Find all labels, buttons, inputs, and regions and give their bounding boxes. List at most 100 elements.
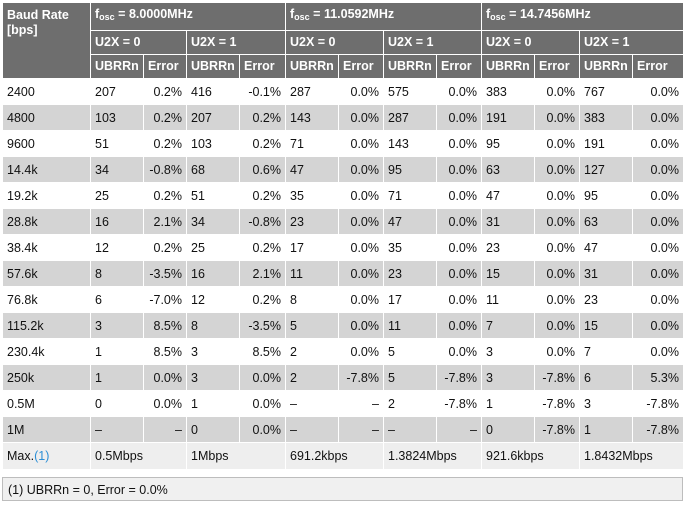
- error-cell: 0.0%: [534, 312, 580, 339]
- error-cell: 2.1%: [143, 208, 187, 235]
- error-cell: -7.8%: [338, 364, 384, 391]
- freq-header-2: fosc = 11.0592MHz: [285, 2, 482, 31]
- error-cell: -7.8%: [632, 416, 684, 443]
- error-cell: -7.8%: [436, 364, 482, 391]
- max-value-cell: 1Mbps: [186, 442, 286, 470]
- error-cell: 0.0%: [436, 338, 482, 365]
- table-row: 115.2k 3 8.5% 8 -3.5% 5 0.0% 11 0.0% 7 0.0% 15 0.0%: [2, 312, 684, 339]
- freq-value-3: 14.7456MHz: [519, 7, 591, 21]
- error-cell: 0.0%: [338, 338, 384, 365]
- ubrr-cell: 1: [186, 390, 240, 417]
- error-cell: 0.2%: [143, 182, 187, 209]
- ubrr-cell: 47: [383, 208, 437, 235]
- error-cell: 0.0%: [632, 130, 684, 157]
- baud-rate-cell: 230.4k: [2, 338, 91, 365]
- error-cell: 0.0%: [534, 182, 580, 209]
- error-cell: 5.3%: [632, 364, 684, 391]
- error-cell: 0.0%: [534, 234, 580, 261]
- freq-sub: osc: [99, 12, 115, 22]
- ubrr-cell: 31: [579, 260, 633, 287]
- error-cell: 0.0%: [436, 130, 482, 157]
- baud-rate-cell: 76.8k: [2, 286, 91, 313]
- baud-rate-cell: 9600: [2, 130, 91, 157]
- error-cell: 0.0%: [534, 130, 580, 157]
- error-cell: 0.0%: [632, 286, 684, 313]
- baud-rate-cell: 115.2k: [2, 312, 91, 339]
- error-header: Error: [143, 54, 187, 79]
- ubrr-cell: 383: [579, 104, 633, 131]
- table-row: 230.4k 1 8.5% 3 8.5% 2 0.0% 5 0.0% 3 0.0% 7 0.0%: [2, 338, 684, 365]
- error-cell: 0.0%: [632, 156, 684, 183]
- ubrr-cell: 12: [90, 234, 144, 261]
- error-cell: 0.0%: [534, 208, 580, 235]
- error-cell: 0.0%: [436, 156, 482, 183]
- ubrr-cell: 12: [186, 286, 240, 313]
- error-cell: 0.0%: [436, 234, 482, 261]
- error-cell: 0.0%: [338, 234, 384, 261]
- error-cell: 0.0%: [338, 286, 384, 313]
- max-label-cell: Max.(1): [2, 442, 91, 470]
- error-cell: -0.1%: [239, 78, 286, 105]
- error-cell: 0.0%: [534, 260, 580, 287]
- error-cell: -7.0%: [143, 286, 187, 313]
- error-cell: 0.0%: [338, 78, 384, 105]
- error-cell: -7.8%: [436, 390, 482, 417]
- error-cell: -7.8%: [534, 364, 580, 391]
- error-cell: 0.2%: [239, 130, 286, 157]
- error-cell: 0.2%: [239, 286, 286, 313]
- freq-prefix: f: [290, 7, 295, 21]
- ubrr-cell: 25: [186, 234, 240, 261]
- max-value-cell: 691.2kbps: [285, 442, 384, 470]
- error-header: Error: [436, 54, 482, 79]
- u2x0-header: U2X = 0: [285, 30, 384, 55]
- ubrr-cell: 8: [90, 260, 144, 287]
- ubrr-cell: 383: [481, 78, 535, 105]
- ubrr-cell: –: [285, 390, 339, 417]
- error-cell: 0.0%: [534, 286, 580, 313]
- error-cell: 0.0%: [436, 104, 482, 131]
- ubrr-cell: 3: [481, 338, 535, 365]
- table-row: 57.6k 8 -3.5% 16 2.1% 11 0.0% 23 0.0% 15 0.0% 31 0.0…: [2, 260, 684, 287]
- error-cell: 0.0%: [632, 234, 684, 261]
- ubrr-cell: 6: [90, 286, 144, 313]
- error-header: Error: [239, 54, 286, 79]
- ubrr-cell: 2: [285, 338, 339, 365]
- ubrr-cell: 23: [579, 286, 633, 313]
- freq-prefix: f: [95, 7, 100, 21]
- ubrr-cell: 35: [285, 182, 339, 209]
- error-cell: -7.8%: [534, 390, 580, 417]
- freq-value-2: 11.0592MHz: [323, 7, 395, 21]
- error-cell: 8.5%: [143, 338, 187, 365]
- ubrr-cell: 143: [285, 104, 339, 131]
- ubrr-cell: 6: [579, 364, 633, 391]
- ubrr-cell: 103: [186, 130, 240, 157]
- max-row: Max.(1) 0.5Mbps 1Mbps 691.2kbps 1.3824Mb…: [2, 442, 684, 470]
- ubrr-cell: 17: [285, 234, 339, 261]
- error-cell: -7.8%: [632, 390, 684, 417]
- footnote-link[interactable]: (1): [34, 449, 50, 463]
- ubrr-header: UBRRn: [285, 54, 339, 79]
- ubrr-cell: 15: [579, 312, 633, 339]
- error-header: Error: [632, 54, 684, 79]
- ubrr-cell: 1: [481, 390, 535, 417]
- error-cell: -7.8%: [534, 416, 580, 443]
- ubrr-cell: 7: [579, 338, 633, 365]
- max-label: Max.: [7, 449, 35, 463]
- error-cell: 0.0%: [338, 182, 384, 209]
- error-cell: 0.0%: [338, 156, 384, 183]
- ubrr-cell: 23: [383, 260, 437, 287]
- baud-rate-label: Baud Rate: [7, 8, 69, 22]
- error-cell: 0.2%: [239, 104, 286, 131]
- error-cell: 0.0%: [632, 260, 684, 287]
- error-cell: 0.2%: [239, 182, 286, 209]
- error-cell: 0.2%: [143, 234, 187, 261]
- table-row: 1M – –0 0.0% – – – –0 -7.8% 1 -7.8%: [2, 416, 684, 443]
- freq-header-1: fosc = 8.0000MHz: [90, 2, 286, 31]
- ubrr-cell: 11: [383, 312, 437, 339]
- ubrr-cell: 0: [481, 416, 535, 443]
- ubrr-cell: 95: [579, 182, 633, 209]
- ubrr-cell: 767: [579, 78, 633, 105]
- table-row: 9600 51 0.2% 103 0.2% 71 0.0% 143 0.0% 95 0.0% 191 0…: [2, 130, 684, 157]
- ubrr-cell: 3: [481, 364, 535, 391]
- ubrr-header: UBRRn: [90, 54, 144, 79]
